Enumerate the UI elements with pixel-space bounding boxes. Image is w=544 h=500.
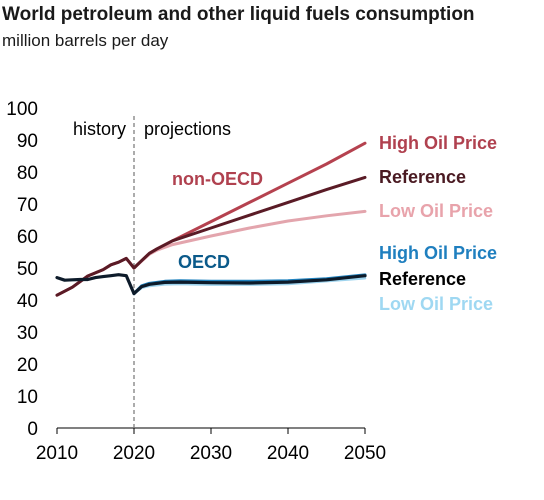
- group-label-non-oecd: non-OECD: [172, 169, 263, 189]
- group-label-oecd: OECD: [178, 252, 230, 272]
- y-tick-label: 40: [17, 291, 38, 312]
- series-label-non-oecd-high-oil-price: High Oil Price: [379, 133, 497, 153]
- series-line-non-oecd-low-oil-price: [132, 209, 367, 270]
- y-tick-label: 30: [17, 323, 38, 344]
- y-tick-label: 10: [17, 387, 38, 408]
- x-tick-label: 2020: [113, 443, 155, 464]
- y-tick-label: 80: [17, 163, 38, 184]
- x-tick-label: 2030: [190, 443, 232, 464]
- annotations: non-OECD OECD High Oil Price Reference Low O…: [172, 133, 497, 314]
- chart-title: World petroleum and other liquid fuels c…: [2, 4, 475, 25]
- y-tick-label: 100: [6, 99, 38, 120]
- x-tick-label: 2050: [344, 443, 386, 464]
- chart-subtitle: million barrels per day: [2, 31, 169, 50]
- series-label-oecd-high-oil-price: High Oil Price: [379, 243, 497, 263]
- y-tick-label: 60: [17, 227, 38, 248]
- series-line-non-oecd-reference: [55, 175, 367, 297]
- y-tick-label: 50: [17, 259, 38, 280]
- series-label-oecd-low-oil-price: Low Oil Price: [379, 294, 493, 314]
- series-label-non-oecd-reference: Reference: [379, 167, 466, 187]
- y-tick-label: 0: [27, 419, 38, 440]
- y-tick-label: 90: [17, 131, 38, 152]
- series-line-non-oecd-high-oil-price: [55, 141, 367, 297]
- history-label: history: [73, 119, 126, 139]
- x-tick-label: 2010: [36, 443, 78, 464]
- y-tick-label: 70: [17, 195, 38, 216]
- y-tick-label: 20: [17, 355, 38, 376]
- series-label-non-oecd-low-oil-price: Low Oil Price: [379, 201, 493, 221]
- series-label-oecd-reference: Reference: [379, 269, 466, 289]
- x-tick-label: 2040: [267, 443, 309, 464]
- projections-label: projections: [144, 119, 231, 139]
- series-line-oecd-reference: [55, 273, 367, 296]
- series-lines: [55, 141, 367, 297]
